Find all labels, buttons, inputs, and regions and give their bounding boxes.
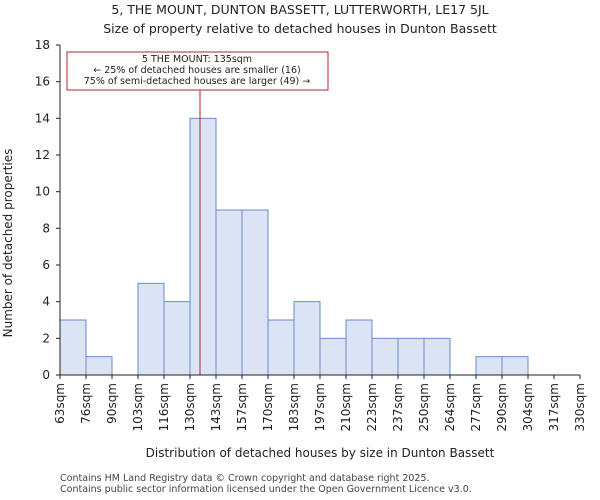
bar — [85, 356, 113, 376]
x-tick-label: 330sqm — [573, 383, 587, 431]
bar — [423, 337, 451, 376]
chart: 5, THE MOUNT, DUNTON BASSETT, LUTTERWORT… — [1, 2, 587, 460]
x-tick-label: 130sqm — [183, 383, 197, 431]
x-tick-label: 304sqm — [521, 383, 535, 431]
x-tick-label: 277sqm — [469, 383, 483, 431]
y-tick-label: 6 — [42, 258, 50, 272]
x-tick-label: 76sqm — [79, 383, 93, 424]
bar — [293, 301, 321, 376]
x-tick-label: 237sqm — [391, 383, 405, 431]
annotation-line-1: 5 THE MOUNT: 135sqm — [142, 54, 252, 65]
bar — [215, 209, 243, 376]
bar — [163, 301, 191, 376]
y-tick-label: 0 — [42, 368, 50, 382]
x-tick-label: 210sqm — [339, 383, 353, 431]
y-axis-ticks: 0 2 4 6 8 10 12 14 16 18 — [35, 38, 60, 382]
y-tick-label: 8 — [42, 221, 50, 235]
x-tick-label: 290sqm — [495, 383, 509, 431]
x-axis-ticks: 63sqm 76sqm 90sqm 103sqm 116sqm 130sqm 143sqm 1… — [53, 375, 587, 431]
y-tick-label: 10 — [35, 185, 50, 199]
bar — [319, 337, 347, 376]
footer-line-1: Contains HM Land Registry data © Crown c… — [60, 473, 430, 484]
bar — [397, 337, 425, 376]
x-tick-label: 103sqm — [131, 383, 145, 431]
bar — [59, 319, 87, 376]
x-tick-label: 143sqm — [209, 383, 223, 431]
x-tick-label: 170sqm — [261, 383, 275, 431]
annotation-line-2: ← 25% of detached houses are smaller (16… — [93, 65, 300, 76]
y-tick-label: 16 — [35, 75, 50, 89]
x-tick-label: 157sqm — [235, 383, 249, 431]
x-tick-label: 317sqm — [547, 383, 561, 431]
y-tick-label: 4 — [42, 295, 50, 309]
x-tick-label: 264sqm — [443, 383, 457, 431]
annotation-box: 5 THE MOUNT: 135sqm ← 25% of detached ho… — [66, 51, 329, 91]
y-tick-label: 12 — [35, 148, 50, 162]
chart-subtitle: Size of property relative to detached ho… — [103, 21, 497, 36]
x-tick-label: 183sqm — [287, 383, 301, 431]
bar — [189, 117, 217, 376]
y-tick-label: 2 — [42, 331, 50, 345]
bar — [137, 282, 165, 376]
bar — [345, 319, 373, 376]
bar — [475, 356, 503, 376]
bar — [501, 356, 529, 376]
x-tick-label: 63sqm — [53, 383, 67, 424]
y-axis-label: Number of detached properties — [1, 149, 15, 338]
y-tick-label: 14 — [35, 111, 50, 125]
x-tick-label: 116sqm — [157, 383, 171, 431]
bars — [59, 117, 529, 376]
y-tick-label: 18 — [35, 38, 50, 52]
x-tick-label: 197sqm — [313, 383, 327, 431]
annotation-border — [66, 51, 329, 91]
chart-title: 5, THE MOUNT, DUNTON BASSETT, LUTTERWORT… — [111, 2, 488, 17]
footer-line-2: Contains public sector information licen… — [60, 484, 472, 495]
bar — [241, 209, 269, 376]
x-tick-label: 250sqm — [417, 383, 431, 431]
annotation-line-3: 75% of semi-detached houses are larger (… — [84, 76, 311, 87]
x-tick-label: 223sqm — [365, 383, 379, 431]
x-tick-label: 90sqm — [105, 383, 119, 424]
bar — [267, 319, 295, 376]
x-axis-label: Distribution of detached houses by size … — [146, 446, 495, 460]
bar — [371, 337, 399, 376]
